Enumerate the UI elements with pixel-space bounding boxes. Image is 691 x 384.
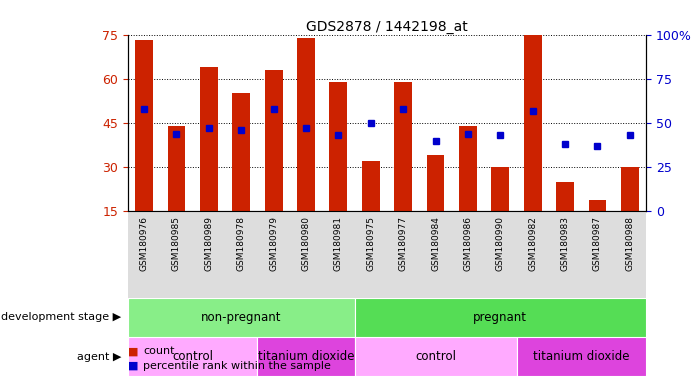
Text: percentile rank within the sample: percentile rank within the sample (143, 361, 331, 371)
Text: GSM180990: GSM180990 (496, 216, 505, 271)
Text: GSM180979: GSM180979 (269, 216, 278, 271)
Text: titanium dioxide: titanium dioxide (533, 350, 630, 363)
Bar (395, 82, 412, 211)
Text: GSM180980: GSM180980 (301, 216, 310, 271)
Bar (524, 35, 542, 211)
Text: ■: ■ (128, 346, 138, 356)
Text: development stage ▶: development stage ▶ (1, 313, 121, 323)
Text: control: control (415, 350, 456, 363)
Text: GSM180975: GSM180975 (366, 216, 375, 271)
Text: GSM180982: GSM180982 (528, 216, 537, 271)
Bar (265, 70, 283, 211)
Text: pregnant: pregnant (473, 311, 527, 324)
Bar (556, 182, 574, 211)
Text: GSM180988: GSM180988 (625, 216, 634, 271)
Bar (200, 67, 218, 211)
Bar (459, 126, 477, 211)
Bar (330, 82, 348, 211)
Bar (362, 161, 379, 211)
Text: GSM180987: GSM180987 (593, 216, 602, 271)
Bar (128, 298, 354, 337)
Bar (491, 167, 509, 211)
Bar (257, 337, 354, 376)
Text: agent ▶: agent ▶ (77, 352, 121, 362)
Text: GSM180977: GSM180977 (399, 216, 408, 271)
Text: GSM180984: GSM180984 (431, 216, 440, 271)
Bar (621, 167, 638, 211)
Bar (135, 40, 153, 211)
Text: control: control (172, 350, 213, 363)
Bar (167, 126, 185, 211)
Text: GSM180978: GSM180978 (237, 216, 246, 271)
Bar (354, 298, 646, 337)
Title: GDS2878 / 1442198_at: GDS2878 / 1442198_at (306, 20, 468, 33)
Bar (232, 93, 250, 211)
Text: ■: ■ (128, 361, 138, 371)
Text: non-pregnant: non-pregnant (201, 311, 281, 324)
Bar (297, 38, 315, 211)
Text: GSM180976: GSM180976 (140, 216, 149, 271)
Bar (516, 337, 646, 376)
Text: count: count (143, 346, 175, 356)
Bar (589, 200, 607, 211)
Bar (426, 156, 444, 211)
Text: GSM180986: GSM180986 (464, 216, 473, 271)
Text: GSM180981: GSM180981 (334, 216, 343, 271)
Text: GSM180983: GSM180983 (560, 216, 569, 271)
Bar (354, 337, 516, 376)
Bar (128, 337, 257, 376)
Text: titanium dioxide: titanium dioxide (258, 350, 354, 363)
Text: GSM180985: GSM180985 (172, 216, 181, 271)
Text: GSM180989: GSM180989 (205, 216, 214, 271)
